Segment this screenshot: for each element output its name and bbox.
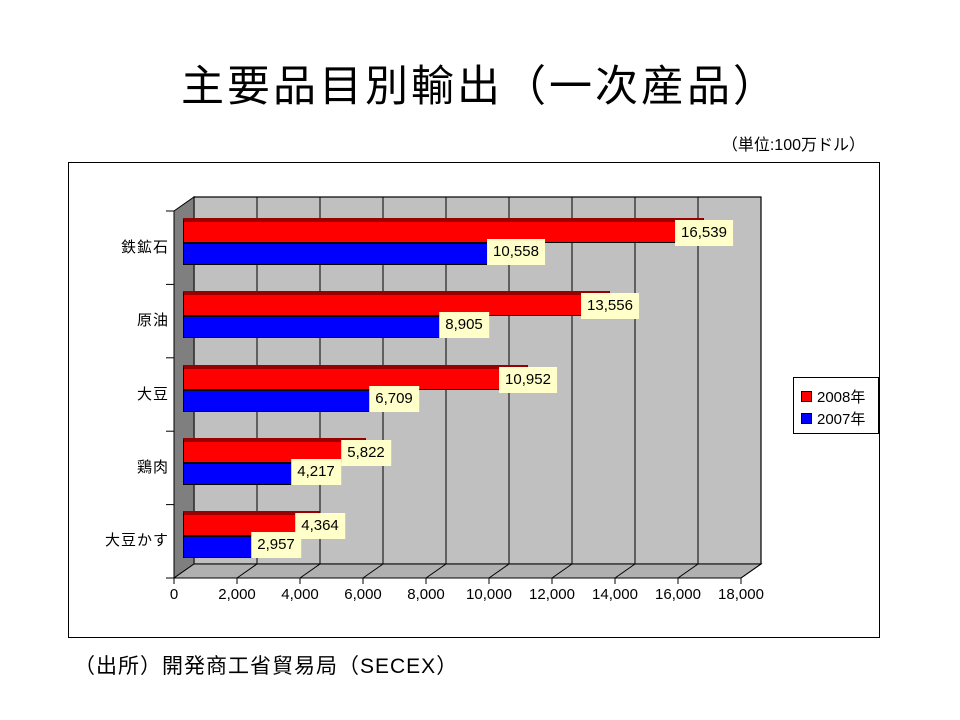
legend-label-2007年: 2007年 [817,410,866,428]
value-label-2007年-鉄鉱石: 10,558 [487,238,545,265]
bar-2007年-原油 [183,316,464,339]
value-label-2008年-鶏肉: 5,822 [341,439,391,466]
xtick-label-0: 0 [169,586,179,603]
value-label-2008年-大豆かす: 4,364 [295,513,345,540]
xtick-label-6: 12,000 [529,586,575,603]
page-title: 主要品目別輸出（一次産品） [181,63,779,111]
legend-swatch-2007年 [801,412,812,424]
floor-tick-3 [362,563,384,579]
floor-tick-9 [740,563,762,579]
category-label-2: 大豆 [136,385,169,403]
floor-tick-4 [425,563,447,579]
category-label-0: 鉄鉱石 [120,238,169,256]
xtick-label-3: 6,000 [344,586,382,603]
floor-tick-7 [614,563,636,579]
xtick-label-8: 16,000 [655,586,701,603]
floor-tick-5 [488,563,510,579]
source-note: （出所）開発商工省貿易局（SECEX） [74,655,459,678]
xtick-label-9: 18,000 [718,586,764,603]
value-label-2007年-鶏肉: 4,217 [291,458,341,485]
bar-2007年-鉄鉱石 [183,242,516,265]
legend-label-2008年: 2008年 [817,388,866,406]
xtick-label-7: 14,000 [592,586,638,603]
floor-tick-8 [677,563,699,579]
legend: 2008年 2007年 [793,377,879,434]
floor-tick-6 [551,563,573,579]
legend-item-2007年: 2007年 [801,407,878,429]
floor-tick-1 [236,563,258,579]
bar-2008年-大豆 [183,364,528,390]
category-label-1: 原油 [136,312,169,330]
value-label-2007年-大豆かす: 2,957 [251,532,301,559]
xtick-label-1: 2,000 [218,586,256,603]
bar-2008年-鶏肉 [183,437,366,463]
bar-2008年-原油 [183,291,610,317]
legend-item-2008年: 2008年 [801,385,878,407]
floor-tick-2 [299,563,321,579]
value-label-2008年-大豆: 10,952 [499,366,557,393]
category-label-3: 鶏肉 [136,458,169,476]
xtick-label-4: 8,000 [407,586,445,603]
category-label-4: 大豆かす [104,532,169,550]
bar-2007年-大豆 [183,389,394,412]
xtick-label-5: 10,000 [466,586,512,603]
xtick-label-2: 4,000 [281,586,319,603]
value-label-2008年-鉄鉱石: 16,539 [675,219,733,246]
value-label-2007年-大豆: 6,709 [369,385,419,412]
value-label-2008年-原油: 13,556 [581,293,639,320]
chart-frame: 16,539 13,556 10,952 5,822 4,364 10,558 8,905 6… [68,162,880,638]
unit-note: （単位:100万ドル） [721,137,865,154]
legend-swatch-2008年 [801,390,812,402]
bar-2008年-鉄鉱石 [183,217,704,243]
floor [172,563,763,579]
value-label-2007年-原油: 8,905 [439,312,489,339]
